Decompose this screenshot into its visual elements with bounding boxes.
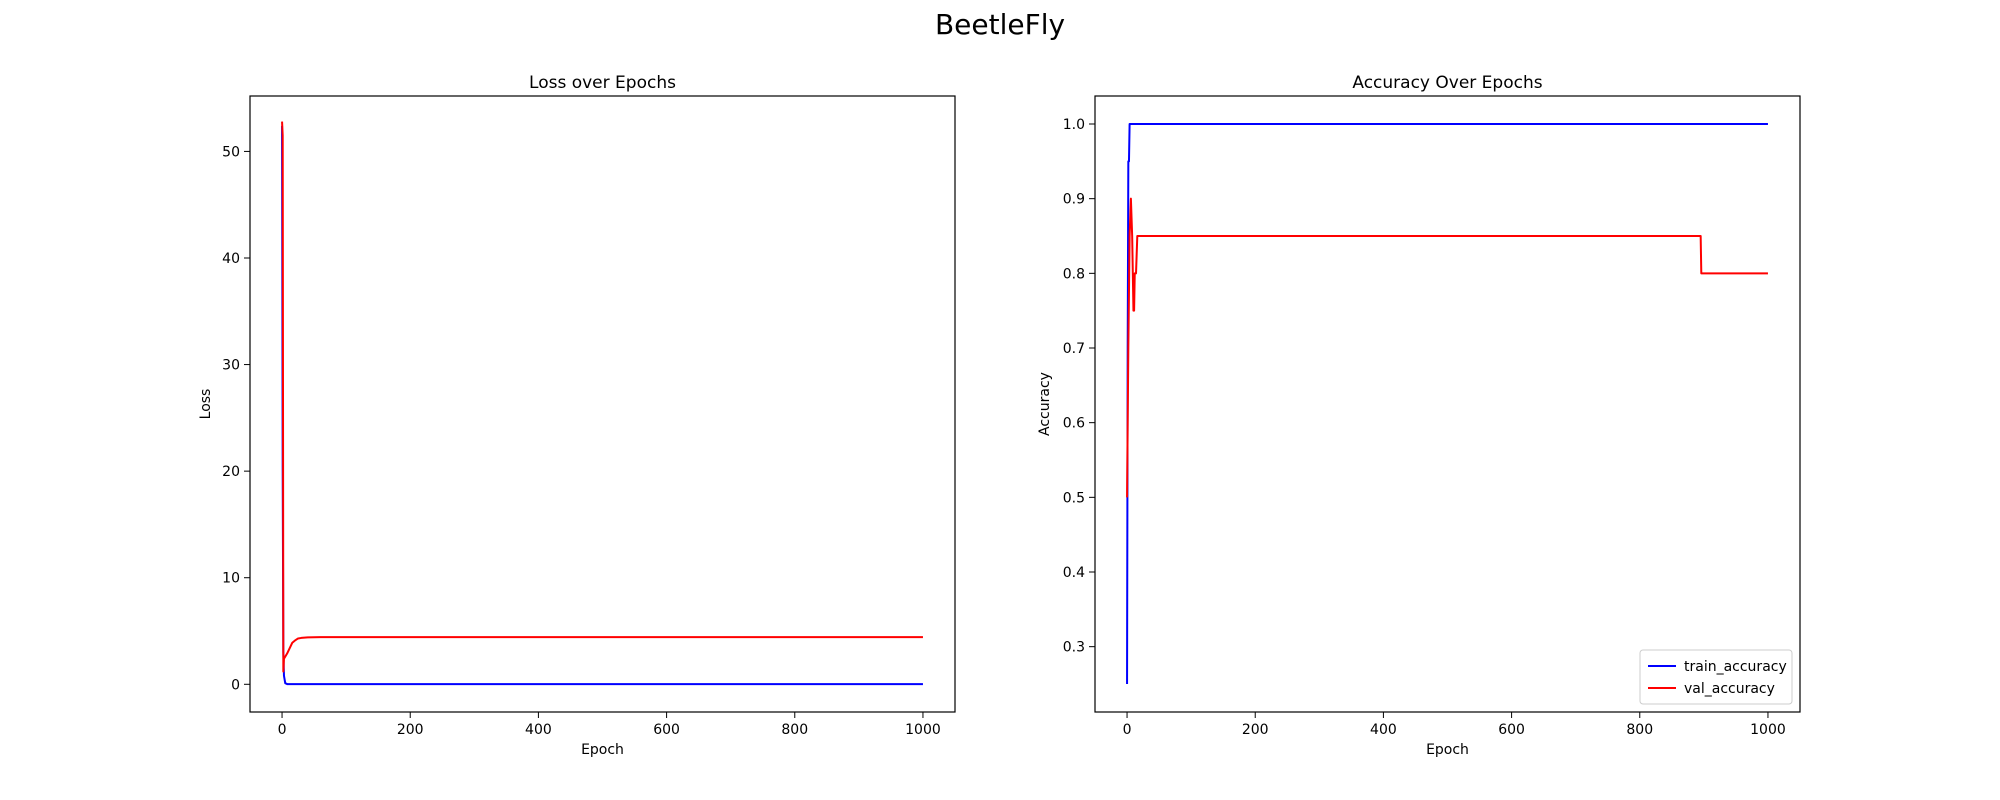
axes-frame	[249, 95, 956, 713]
y-tick-label: 30	[222, 358, 240, 374]
y-tick-label: 0.8	[1063, 266, 1085, 282]
x-tick-label: 400	[1370, 722, 1397, 738]
legend-label-train_accuracy: train_accuracy	[1684, 659, 1787, 675]
series-line-val_accuracy	[1126, 197, 1768, 498]
series-line-train_accuracy	[1126, 123, 1768, 685]
series-line-series-1	[281, 125, 923, 686]
x-tick-label: 200	[1242, 722, 1269, 738]
y-axis-label: Loss	[198, 389, 214, 420]
x-tick-label: 0	[1123, 722, 1132, 738]
x-tick-label: 400	[525, 722, 552, 738]
x-tick-label: 0	[278, 722, 287, 738]
y-tick-label: 10	[222, 571, 240, 587]
x-tick-label: 600	[1498, 722, 1525, 738]
y-tick-label: 0.3	[1063, 640, 1085, 656]
legend: train_accuracy val_accuracy	[1639, 649, 1793, 705]
y-tick-label: 0.7	[1063, 341, 1085, 357]
y-tick-label: 0.9	[1063, 192, 1085, 208]
y-tick-label: 20	[222, 464, 240, 480]
y-tick-label: 1.0	[1063, 117, 1085, 133]
axes-frame	[1094, 95, 1801, 713]
chart-1: 0 200 400 600 800 1000 0 10 20 30 40 50 Loss over Ep…	[198, 73, 956, 758]
y-tick-label: 0	[231, 677, 240, 693]
x-tick-label: 800	[1626, 722, 1653, 738]
figure-title: BeetleFly	[934, 8, 1066, 41]
y-tick-label: 40	[222, 251, 240, 267]
x-tick-label: 1000	[905, 722, 941, 738]
x-tick-label: 800	[781, 722, 808, 738]
legend-box	[1639, 649, 1793, 705]
x-axis-label: Epoch	[1426, 742, 1469, 758]
x-tick-label: 200	[397, 722, 424, 738]
legend-label-val_accuracy: val_accuracy	[1684, 681, 1775, 697]
chart-2: 0 200 400 600 800 1000 0.3 0.4 0.5 0.6 0.7 0.8 0.9 1.…	[1037, 73, 1801, 758]
y-tick-label: 0.6	[1063, 416, 1085, 432]
y-tick-label: 0.5	[1063, 490, 1085, 506]
series-line-series-2	[281, 121, 923, 673]
x-tick-label: 600	[653, 722, 680, 738]
x-tick-label: 1000	[1750, 722, 1786, 738]
chart-title: Accuracy Over Epochs	[1352, 73, 1542, 93]
y-tick-label: 0.4	[1063, 565, 1085, 581]
y-tick-label: 50	[222, 144, 240, 160]
chart-title: Loss over Epochs	[529, 73, 676, 93]
x-axis-label: Epoch	[581, 742, 624, 758]
y-axis-label: Accuracy	[1037, 372, 1053, 436]
